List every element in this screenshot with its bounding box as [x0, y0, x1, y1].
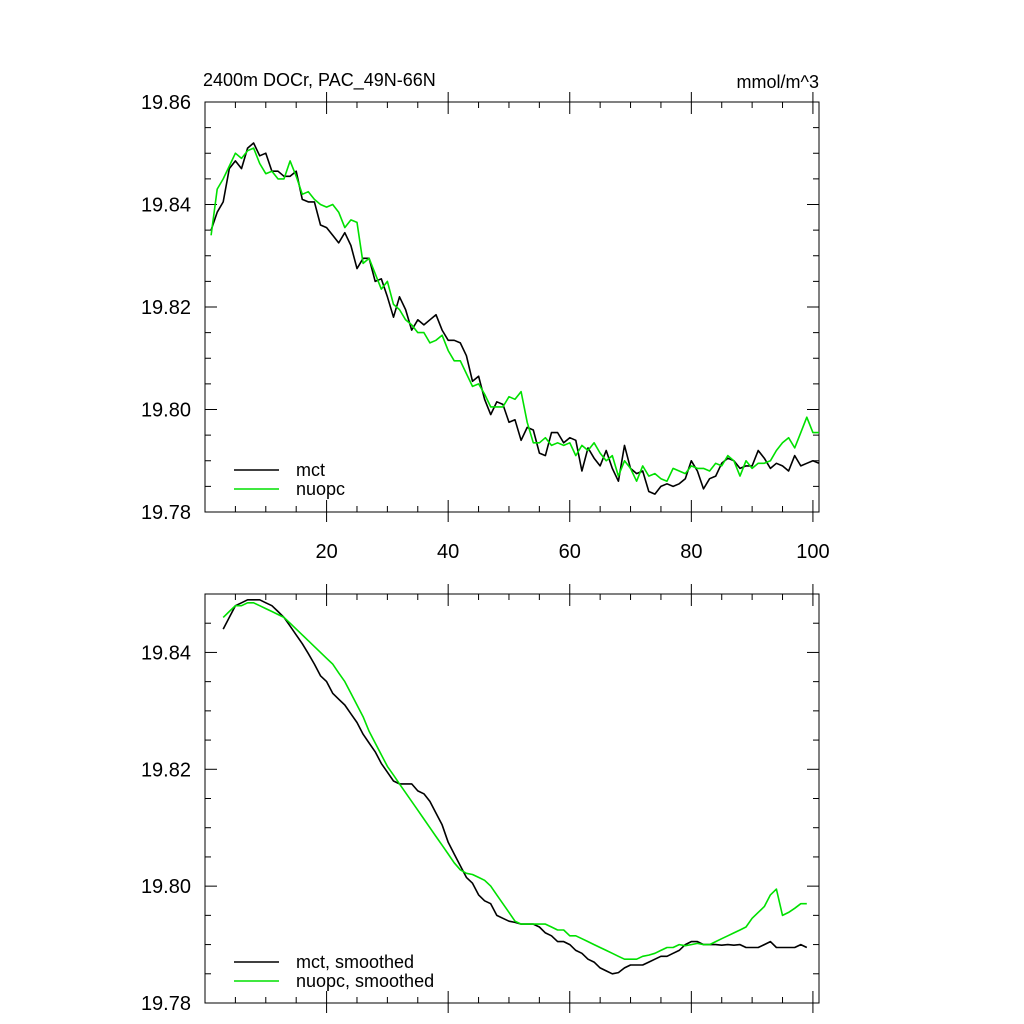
chart-title: 2400m DOCr, PAC_49N-66N — [203, 70, 436, 91]
y-tick-label: 19.82 — [141, 759, 191, 781]
legend-label: nuopc — [296, 479, 345, 499]
plot-frame — [204, 101, 820, 513]
y-tick-label: 19.84 — [141, 642, 191, 664]
legend-label: mct — [296, 460, 325, 480]
x-tick-label: 100 — [796, 541, 829, 563]
x-tick-label: 80 — [680, 541, 702, 563]
top-panel: 2400m DOCr, PAC_49N-66N mmol/m^3 19.78 19… — [141, 70, 830, 563]
y-tick-label: 19.86 — [141, 92, 191, 114]
series-line-nuopc — [210, 147, 819, 483]
y-tick-label: 19.80 — [141, 876, 191, 898]
series-line-mct-smoothed — [222, 598, 808, 975]
series-line-mct — [210, 142, 820, 495]
chart-units: mmol/m^3 — [737, 72, 819, 92]
legend-label: mct, smoothed — [296, 952, 414, 972]
series-line-nuopc-smoothed — [222, 601, 807, 961]
y-tick-label: 19.80 — [141, 400, 191, 422]
y-tick-label: 19.82 — [141, 297, 191, 319]
plot-frame — [204, 593, 820, 1004]
x-tick-label: 40 — [437, 541, 459, 563]
y-tick-label: 19.78 — [141, 993, 191, 1015]
legend-label: nuopc, smoothed — [296, 971, 434, 991]
x-tick-label: 20 — [315, 541, 337, 563]
x-tick-label: 60 — [559, 541, 581, 563]
y-tick-label: 19.84 — [141, 195, 191, 217]
bottom-panel: 19.78 19.80 19.82 19.84 mct, smoothednuopc, … — [141, 584, 820, 1015]
y-tick-label: 19.78 — [141, 502, 191, 524]
